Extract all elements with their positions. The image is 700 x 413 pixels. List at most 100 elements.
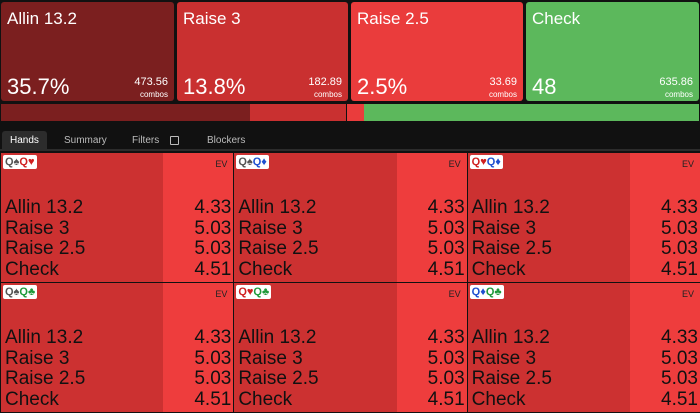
action-combos: 33.69 <box>489 76 517 88</box>
action-name: Raise 3 <box>5 217 70 239</box>
card: Q♥ <box>471 156 487 168</box>
action-name: Raise 3 <box>183 9 241 28</box>
ev-row: Raise 3 5.03 <box>238 217 465 239</box>
ev-label: EV <box>215 159 228 169</box>
action-card[interactable]: Allin 13.2 35.7% 473.56 combos <box>1 2 174 101</box>
action-name: Raise 2.5 <box>471 368 552 389</box>
ev-value: 4.33 <box>427 197 465 218</box>
hand-cell[interactable]: Q♦Q♣ EV Allin 13.2 4.33 Raise 3 5.03 Raise 2.5… <box>466 282 700 413</box>
hand-cell[interactable]: Q♥Q♦ EV Allin 13.2 4.33 Raise 3 5.03 Raise 2.5… <box>466 152 700 283</box>
ev-label: EV <box>448 159 461 169</box>
ev-row: Raise 3 5.03 <box>238 348 464 369</box>
ev-value: 5.03 <box>194 217 232 239</box>
tab[interactable]: Filters <box>124 131 179 150</box>
card: Q♦ <box>471 286 486 298</box>
ev-row: Raise 2.5 5.03 <box>472 369 698 389</box>
combos-label: combos <box>139 90 168 99</box>
ev-strip <box>163 283 234 412</box>
ev-value: 5.03 <box>427 217 465 239</box>
frequency-segment <box>346 104 364 121</box>
ev-value: 5.03 <box>194 238 232 259</box>
action-name: Raise 2.5 <box>238 238 319 259</box>
hand-cell[interactable]: Q♠Q♦ EV Allin 13.2 4.33 Raise 3 5.03 Raise 2.5… <box>233 152 468 283</box>
ev-label: EV <box>681 289 694 299</box>
ev-row: Raise 2.5 5.03 <box>5 369 231 389</box>
ev-strip <box>163 153 234 282</box>
ev-value: 4.51 <box>661 388 698 410</box>
ev-value: 4.33 <box>427 327 465 348</box>
action-name: Allin 13.2 <box>5 327 84 348</box>
action-name: Raise 3 <box>471 217 537 239</box>
filter-icon[interactable] <box>170 136 179 145</box>
action-name: Allin 13.2 <box>471 197 550 218</box>
ev-label: EV <box>681 159 694 169</box>
action-name: Allin 13.2 <box>238 327 317 348</box>
action-name: Check <box>5 388 59 410</box>
ev-row: Raise 2.5 5.03 <box>5 239 231 259</box>
ev-row: Check 4.51 <box>5 388 231 410</box>
action-name: Check <box>238 258 293 280</box>
action-card[interactable]: Raise 3 13.8% 182.89 combos <box>177 2 348 101</box>
tab[interactable]: Summary <box>64 135 107 146</box>
action-name: Allin 13.2 <box>471 327 550 348</box>
ev-label: EV <box>215 289 228 299</box>
action-frequency: 2.5% <box>357 74 408 99</box>
action-name: Allin 13.2 <box>7 9 77 28</box>
tab-underline <box>0 149 700 151</box>
card: Q♠ <box>5 156 20 168</box>
ev-value: 5.03 <box>661 217 698 239</box>
ev-row: Raise 3 5.03 <box>5 347 232 369</box>
ev-value: 5.03 <box>661 347 698 369</box>
ev-strip <box>629 283 700 412</box>
hand-label: Q♠Q♣ <box>3 285 38 299</box>
ev-value: 5.03 <box>427 238 465 259</box>
ev-value: 5.03 <box>194 347 232 369</box>
action-card[interactable]: Raise 2.5 2.5% 33.69 combos <box>351 2 523 101</box>
action-combos: 635.86 <box>659 76 693 88</box>
action-name: Raise 2.5 <box>357 9 429 28</box>
combos-label: combos <box>664 90 693 99</box>
ev-row: Allin 13.2 4.33 <box>238 328 464 348</box>
ev-value: 4.51 <box>661 258 698 280</box>
ev-value: 4.51 <box>427 388 465 410</box>
action-name: Raise 2.5 <box>5 368 86 389</box>
combos-label: combos <box>313 90 342 99</box>
action-name: Raise 3 <box>471 347 537 369</box>
hand-cell[interactable]: Q♠Q♥ EV Allin 13.2 4.33 Raise 3 5.03 Raise 2.5… <box>0 152 235 283</box>
card: Q♥ <box>238 286 254 298</box>
hand-label: Q♥Q♦ <box>469 155 503 169</box>
ev-value: 5.03 <box>194 368 232 389</box>
tab[interactable]: Hands <box>2 131 47 150</box>
action-name: Raise 3 <box>238 217 303 239</box>
hand-label: Q♥Q♣ <box>236 285 272 299</box>
ev-row: Check 4.51 <box>238 258 464 280</box>
ev-value: 4.33 <box>194 197 232 218</box>
action-frequency: 35.7% <box>7 74 70 99</box>
action-name: Allin 13.2 <box>238 197 317 218</box>
ev-strip <box>629 153 700 282</box>
ev-value: 5.03 <box>427 368 465 389</box>
action-name: Check <box>5 258 59 280</box>
action-name: Check <box>532 9 581 28</box>
ev-row: Allin 13.2 4.33 <box>238 198 464 218</box>
action-card[interactable]: Check 48 635.86 combos <box>526 2 699 101</box>
card: Q♣ <box>485 286 502 298</box>
frequency-segment <box>363 104 699 121</box>
ev-row: Allin 13.2 4.33 <box>5 198 231 218</box>
action-frequency: 48 <box>532 74 557 99</box>
ev-row: Check 4.51 <box>238 388 465 410</box>
hand-cell[interactable]: Q♥Q♣ EV Allin 13.2 4.33 Raise 3 5.03 Raise 2.5… <box>233 282 468 413</box>
action-name: Raise 2.5 <box>471 238 552 259</box>
ev-row: Allin 13.2 4.33 <box>472 198 698 218</box>
combos-label: combos <box>488 90 517 99</box>
hand-cell[interactable]: Q♠Q♣ EV Allin 13.2 4.33 Raise 3 5.03 Raise 2.5… <box>0 282 235 413</box>
card: Q♣ <box>253 286 270 298</box>
ev-value: 4.33 <box>194 327 232 348</box>
ev-value: 5.03 <box>661 368 698 389</box>
tab[interactable]: Blockers <box>207 135 246 146</box>
frequency-segment <box>250 104 347 121</box>
ev-row: Raise 3 5.03 <box>471 347 698 369</box>
card: Q♥ <box>19 156 35 168</box>
ev-row: Check 4.51 <box>5 258 231 280</box>
